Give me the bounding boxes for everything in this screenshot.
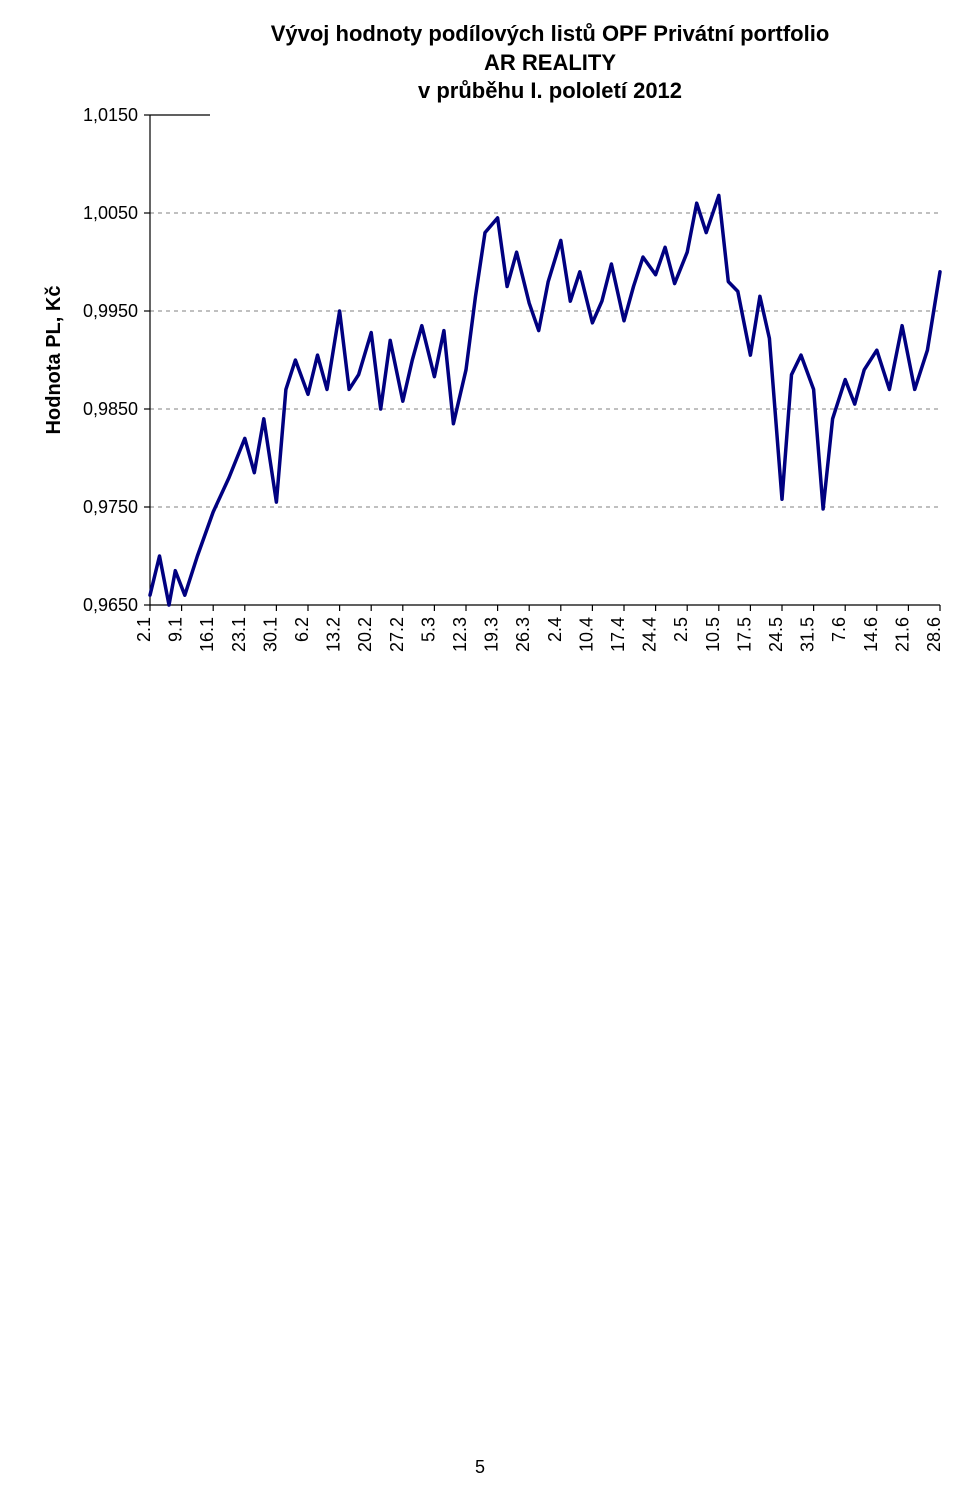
svg-text:2.1: 2.1 xyxy=(134,617,154,642)
chart-title: Vývoj hodnoty podílových listů OPF Privá… xyxy=(160,20,940,106)
svg-text:1,0050: 1,0050 xyxy=(83,203,138,223)
svg-text:17.4: 17.4 xyxy=(608,617,628,652)
svg-text:0,9950: 0,9950 xyxy=(83,301,138,321)
svg-text:9.1: 9.1 xyxy=(166,617,186,642)
svg-text:14.6: 14.6 xyxy=(861,617,881,652)
svg-text:12.3: 12.3 xyxy=(450,617,470,652)
svg-text:1,0150: 1,0150 xyxy=(83,105,138,125)
svg-text:0,9750: 0,9750 xyxy=(83,497,138,517)
svg-text:10.4: 10.4 xyxy=(576,617,596,652)
svg-text:10.5: 10.5 xyxy=(703,617,723,652)
svg-text:21.6: 21.6 xyxy=(892,617,912,652)
svg-text:2.5: 2.5 xyxy=(671,617,691,642)
svg-text:6.2: 6.2 xyxy=(292,617,312,642)
svg-text:17.5: 17.5 xyxy=(734,617,754,652)
chart-container: 0,96500,97500,98500,99501,00501,01502.19… xyxy=(40,115,940,675)
page-number: 5 xyxy=(0,1457,960,1478)
svg-text:26.3: 26.3 xyxy=(513,617,533,652)
chart-title-line1: Vývoj hodnoty podílových listů OPF Privá… xyxy=(160,20,940,49)
svg-text:30.1: 30.1 xyxy=(260,617,280,652)
svg-text:7.6: 7.6 xyxy=(829,617,849,642)
chart-title-line3: v průběhu I. pololetí 2012 xyxy=(160,77,940,106)
page: { "title": { "line1": "Vývoj hodnoty pod… xyxy=(0,0,960,1493)
svg-text:24.4: 24.4 xyxy=(640,617,660,652)
svg-text:0,9850: 0,9850 xyxy=(83,399,138,419)
svg-text:31.5: 31.5 xyxy=(798,617,818,652)
svg-text:28.6: 28.6 xyxy=(924,617,944,652)
svg-text:19.3: 19.3 xyxy=(482,617,502,652)
svg-text:0,9650: 0,9650 xyxy=(83,595,138,615)
svg-text:24.5: 24.5 xyxy=(766,617,786,652)
chart-title-line2: AR REALITY xyxy=(160,49,940,78)
svg-text:27.2: 27.2 xyxy=(387,617,407,652)
svg-text:23.1: 23.1 xyxy=(229,617,249,652)
line-chart: 0,96500,97500,98500,99501,00501,01502.19… xyxy=(40,115,940,675)
svg-text:20.2: 20.2 xyxy=(355,617,375,652)
svg-text:2.4: 2.4 xyxy=(545,617,565,642)
svg-text:5.3: 5.3 xyxy=(418,617,438,642)
svg-text:13.2: 13.2 xyxy=(324,617,344,652)
svg-text:Hodnota PL, Kč: Hodnota PL, Kč xyxy=(43,286,65,435)
svg-text:16.1: 16.1 xyxy=(197,617,217,652)
